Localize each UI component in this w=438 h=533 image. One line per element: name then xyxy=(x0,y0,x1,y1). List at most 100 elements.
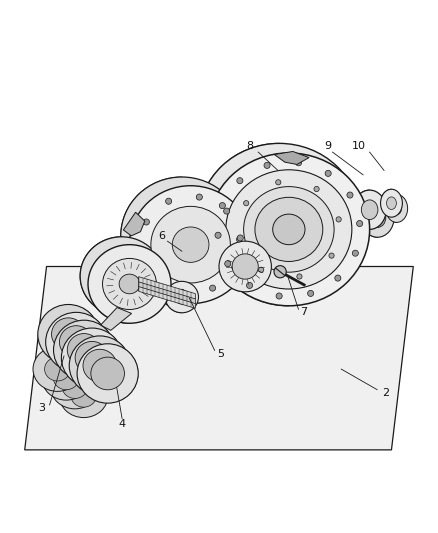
Ellipse shape xyxy=(143,219,149,225)
Ellipse shape xyxy=(225,261,231,267)
Ellipse shape xyxy=(307,290,314,296)
Ellipse shape xyxy=(163,218,200,254)
Polygon shape xyxy=(138,277,195,299)
Polygon shape xyxy=(80,237,130,323)
Ellipse shape xyxy=(50,364,99,409)
Ellipse shape xyxy=(325,171,331,176)
Ellipse shape xyxy=(357,221,363,227)
Ellipse shape xyxy=(77,344,138,403)
Polygon shape xyxy=(353,190,378,237)
Ellipse shape xyxy=(59,373,108,417)
Ellipse shape xyxy=(198,143,360,296)
Ellipse shape xyxy=(151,206,230,283)
Ellipse shape xyxy=(224,208,230,214)
Ellipse shape xyxy=(109,264,134,288)
Ellipse shape xyxy=(95,251,148,302)
Ellipse shape xyxy=(352,250,358,256)
Polygon shape xyxy=(84,309,106,368)
Ellipse shape xyxy=(314,187,319,192)
Ellipse shape xyxy=(52,318,85,351)
Polygon shape xyxy=(100,308,131,330)
Ellipse shape xyxy=(244,187,334,272)
Ellipse shape xyxy=(296,160,302,166)
Ellipse shape xyxy=(232,254,258,279)
Ellipse shape xyxy=(237,237,242,242)
Ellipse shape xyxy=(232,264,238,270)
Ellipse shape xyxy=(336,217,341,222)
Ellipse shape xyxy=(237,177,243,184)
Ellipse shape xyxy=(219,203,226,208)
Ellipse shape xyxy=(138,248,144,254)
Ellipse shape xyxy=(226,247,252,272)
Text: 8: 8 xyxy=(246,141,253,151)
Ellipse shape xyxy=(347,192,353,198)
Ellipse shape xyxy=(42,356,91,400)
Ellipse shape xyxy=(212,235,265,285)
Polygon shape xyxy=(138,281,195,304)
Ellipse shape xyxy=(369,208,386,228)
Polygon shape xyxy=(381,189,397,222)
Ellipse shape xyxy=(121,177,243,295)
Ellipse shape xyxy=(152,275,158,281)
Polygon shape xyxy=(99,324,122,383)
Ellipse shape xyxy=(142,198,222,274)
Text: 3: 3 xyxy=(39,403,46,414)
Ellipse shape xyxy=(264,163,270,168)
Ellipse shape xyxy=(75,342,109,374)
Ellipse shape xyxy=(161,277,194,309)
Ellipse shape xyxy=(215,232,221,238)
Text: 10: 10 xyxy=(352,141,366,151)
Ellipse shape xyxy=(387,197,396,209)
Text: 2: 2 xyxy=(382,388,389,398)
Polygon shape xyxy=(138,286,195,308)
Ellipse shape xyxy=(329,253,334,258)
Polygon shape xyxy=(25,266,413,450)
Ellipse shape xyxy=(276,293,282,299)
Ellipse shape xyxy=(273,214,305,245)
Ellipse shape xyxy=(119,274,140,294)
Ellipse shape xyxy=(102,259,156,310)
Ellipse shape xyxy=(245,188,313,252)
Ellipse shape xyxy=(179,289,185,295)
Text: 9: 9 xyxy=(325,141,332,151)
Polygon shape xyxy=(121,177,191,304)
Ellipse shape xyxy=(67,334,101,366)
Text: 7: 7 xyxy=(300,308,308,317)
Ellipse shape xyxy=(276,180,281,185)
Ellipse shape xyxy=(219,241,272,292)
Ellipse shape xyxy=(105,350,117,362)
Polygon shape xyxy=(274,151,309,165)
Ellipse shape xyxy=(165,281,198,313)
Ellipse shape xyxy=(45,357,70,381)
Ellipse shape xyxy=(258,267,264,272)
Ellipse shape xyxy=(88,245,171,323)
Ellipse shape xyxy=(335,275,341,281)
Ellipse shape xyxy=(297,274,302,279)
Ellipse shape xyxy=(247,282,253,288)
Polygon shape xyxy=(124,212,145,236)
Ellipse shape xyxy=(237,235,244,241)
Text: 6: 6 xyxy=(159,231,166,241)
Ellipse shape xyxy=(263,205,295,235)
Ellipse shape xyxy=(62,375,88,399)
Polygon shape xyxy=(212,235,245,292)
Ellipse shape xyxy=(91,357,124,390)
Ellipse shape xyxy=(196,194,202,200)
Ellipse shape xyxy=(386,195,408,222)
Ellipse shape xyxy=(209,285,215,291)
Ellipse shape xyxy=(46,312,107,372)
Ellipse shape xyxy=(38,304,99,364)
Ellipse shape xyxy=(130,185,252,304)
Ellipse shape xyxy=(69,336,131,395)
Ellipse shape xyxy=(61,328,123,387)
Polygon shape xyxy=(198,143,289,306)
Ellipse shape xyxy=(80,237,163,316)
Ellipse shape xyxy=(226,170,352,289)
Ellipse shape xyxy=(83,349,117,382)
Polygon shape xyxy=(115,340,138,399)
Ellipse shape xyxy=(361,198,394,237)
Ellipse shape xyxy=(172,227,209,262)
Ellipse shape xyxy=(60,326,93,358)
Ellipse shape xyxy=(216,160,342,279)
Ellipse shape xyxy=(166,198,172,204)
